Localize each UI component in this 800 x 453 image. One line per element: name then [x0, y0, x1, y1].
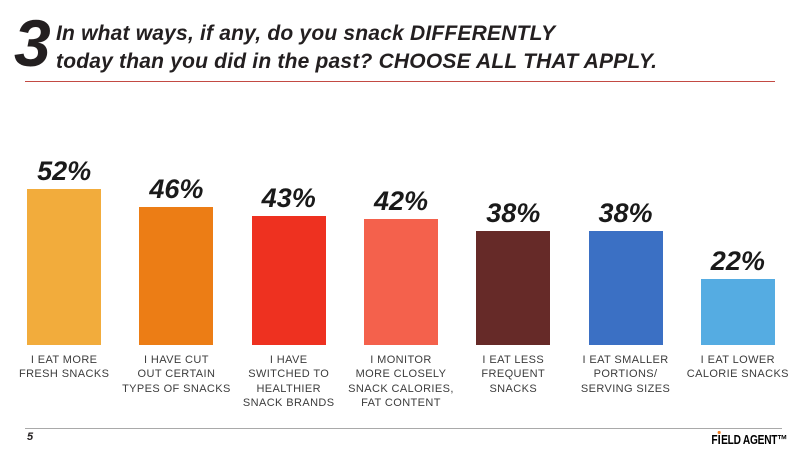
- bar: [588, 231, 663, 345]
- bar-value-label: 52%: [37, 156, 92, 186]
- bar-value-label: 38%: [486, 198, 541, 228]
- footer-divider: [25, 428, 782, 429]
- question-number: 3: [14, 6, 51, 80]
- bar-value-label: 43%: [261, 183, 316, 213]
- header-divider: [25, 81, 775, 82]
- bar-category-label: I HAVE CUT OUT CERTAIN TYPES OF SNACKS: [122, 354, 231, 395]
- bar-column: 38% I EAT LESS FREQUENT SNACKS: [457, 140, 569, 410]
- bar-category-label: I EAT LESS FREQUENT SNACKS: [481, 354, 546, 395]
- bar-chart: 52% I EAT MORE FRESH SNACKS 46% I HAVE CUT …: [8, 140, 794, 410]
- bar: [27, 189, 102, 345]
- bar-column: 52% I EAT MORE FRESH SNACKS: [8, 140, 120, 410]
- bar-value-label: 42%: [373, 186, 428, 216]
- logo-i-dot-icon: [717, 430, 721, 444]
- bar-column: 42% I MONITOR MORE CLOSELY SNACK CALORIES…: [345, 140, 457, 410]
- bar-column: 22% I EAT LOWER CALORIE SNACKS: [682, 140, 794, 410]
- bar-value-label: 38%: [598, 198, 653, 228]
- title-line-1: In what ways, if any, do you snack DIFFE…: [56, 22, 556, 45]
- page-number: 5: [27, 431, 34, 443]
- bar: [700, 279, 775, 345]
- bar: [139, 207, 214, 345]
- page-title: In what ways, if any, do you snack DIFFE…: [56, 20, 756, 77]
- bar-category-label: I EAT LOWER CALORIE SNACKS: [686, 354, 789, 381]
- bar-column: 38% I EAT SMALLER PORTIONS/ SERVING SIZES: [569, 140, 681, 410]
- logo-text-right: ELD AGENT™: [720, 432, 787, 447]
- bar-column: 43% I HAVE SWITCHED TO HEALTHIER SNACK BR…: [233, 140, 345, 410]
- logo-text-left: F: [711, 432, 718, 447]
- bar-category-label: I MONITOR MORE CLOSELY SNACK CALORIES, F…: [348, 354, 454, 409]
- bar: [251, 216, 326, 345]
- bar-column: 46% I HAVE CUT OUT CERTAIN TYPES OF SNACK…: [120, 140, 232, 410]
- field-agent-logo: F ELD AGENT™: [711, 430, 787, 447]
- bar-category-label: I HAVE SWITCHED TO HEALTHIER SNACK BRAND…: [242, 354, 335, 409]
- title-line-2: today than you did in the past? CHOOSE A…: [56, 50, 658, 74]
- bar: [476, 231, 551, 345]
- bar-category-label: I EAT SMALLER PORTIONS/ SERVING SIZES: [580, 354, 671, 395]
- bar-value-label: 22%: [710, 246, 765, 276]
- bar-category-label: I EAT MORE FRESH SNACKS: [18, 354, 110, 381]
- bar: [363, 219, 438, 345]
- bar-value-label: 46%: [149, 174, 204, 204]
